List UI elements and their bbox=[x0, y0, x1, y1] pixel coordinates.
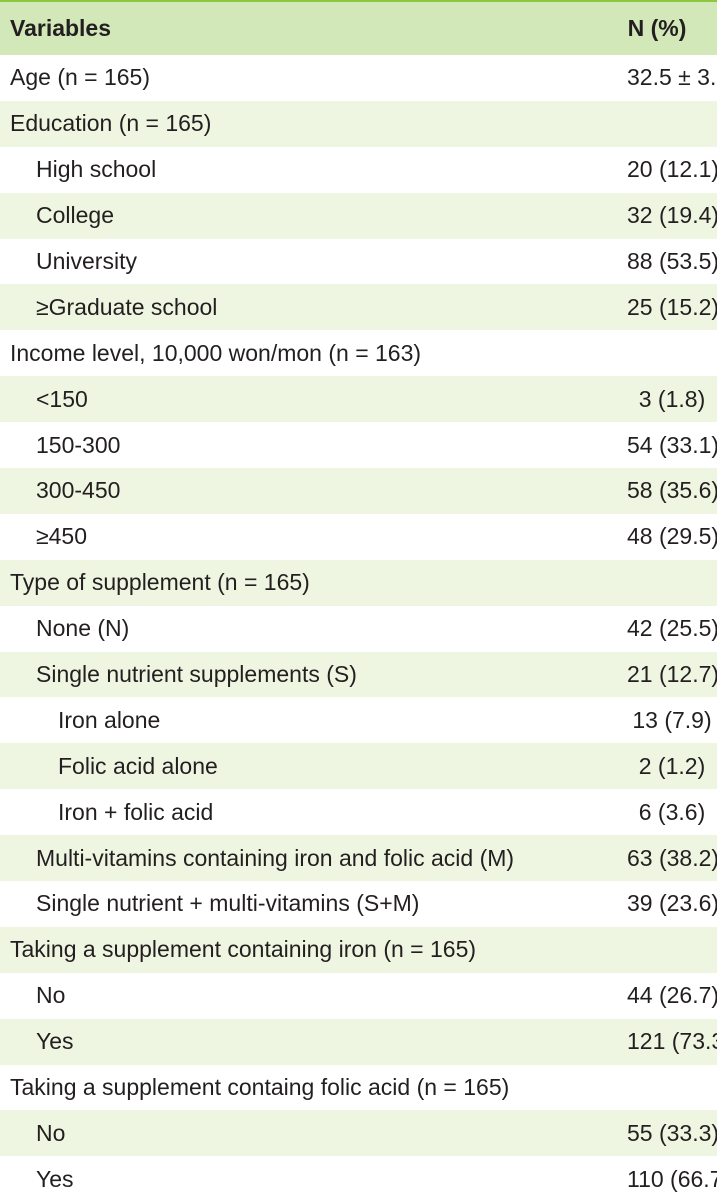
row-value: 3 (1.8) bbox=[638, 385, 706, 412]
table-row: Age (n = 165) 32.5 ± 3.7 bbox=[0, 55, 717, 101]
row-label: 300-450 bbox=[36, 477, 121, 504]
table-row: ≥450 48 (29.5) bbox=[0, 513, 717, 560]
row-value: 88 (53.5) bbox=[627, 248, 717, 274]
row-label: Taking a supplement containg folic acid … bbox=[10, 1074, 510, 1101]
table-row: No 55 (33.3) bbox=[0, 1110, 717, 1157]
table-row: ≥Graduate school 25 (15.2) bbox=[0, 284, 717, 331]
row-label: Iron + folic acid bbox=[58, 798, 214, 825]
table-body: Age (n = 165) 32.5 ± 3.7 Education (n = 16… bbox=[0, 55, 717, 1202]
row-value: 63 (38.2) bbox=[627, 844, 717, 871]
row-value: 39 (23.6) bbox=[627, 890, 717, 917]
row-label: University bbox=[36, 248, 137, 274]
row-value: 13 (7.9) bbox=[632, 706, 712, 733]
row-label: Income level, 10,000 won/mon (n = 163) bbox=[10, 339, 422, 366]
row-value: 58 (35.6) bbox=[627, 477, 717, 504]
row-label: Single nutrient supplements (S) bbox=[36, 661, 357, 688]
table-row: No 44 (26.7) bbox=[0, 972, 717, 1019]
row-value: 44 (26.7) bbox=[627, 982, 717, 1009]
table-row: 150-300 54 (33.1) bbox=[0, 422, 717, 469]
row-label: Folic acid alone bbox=[58, 752, 218, 779]
table-row: Iron + folic acid 6 (3.6) bbox=[0, 789, 717, 836]
table-row: 300-450 58 (35.6) bbox=[0, 468, 717, 514]
table-row: Folic acid alone 2 (1.2) bbox=[0, 743, 717, 790]
row-value: 32 (19.4) bbox=[627, 202, 717, 229]
row-value: 21 (12.7) bbox=[627, 661, 717, 688]
row-value: 121 (73.3) bbox=[627, 1028, 717, 1055]
row-value: 55 (33.3) bbox=[627, 1119, 717, 1146]
row-value: 2 (1.2) bbox=[638, 752, 706, 779]
row-label: Yes bbox=[36, 1165, 74, 1192]
table-row: Single nutrient + multi-vitamins (S+M) 39… bbox=[0, 881, 717, 927]
row-value: 48 (29.5) bbox=[627, 523, 717, 550]
row-label: <150 bbox=[36, 385, 88, 412]
row-label: 150-300 bbox=[36, 431, 121, 458]
row-label: College bbox=[36, 202, 114, 229]
row-label: Yes bbox=[36, 1028, 74, 1055]
table-row: Education (n = 165) bbox=[0, 100, 717, 147]
row-label: ≥Graduate school bbox=[36, 293, 218, 320]
header-variables: Variables bbox=[10, 15, 112, 41]
row-value: 54 (33.1) bbox=[627, 431, 717, 458]
row-label: ≥450 bbox=[36, 523, 87, 550]
table-row: University 88 (53.5) bbox=[0, 238, 717, 285]
table-row: Iron alone 13 (7.9) bbox=[0, 697, 717, 744]
row-value: 110 (66.7) bbox=[627, 1165, 717, 1192]
table-row: Single nutrient supplements (S) 21 (12.7) bbox=[0, 651, 717, 698]
table-row: High school 20 (12.1) bbox=[0, 146, 717, 193]
row-label: Taking a supplement containing iron (n =… bbox=[10, 936, 477, 963]
row-label: No bbox=[36, 982, 66, 1009]
header-n-percent: N (%) bbox=[627, 15, 687, 41]
row-label: Education (n = 165) bbox=[10, 110, 212, 137]
row-label: No bbox=[36, 1119, 66, 1146]
table-row: None (N) 42 (25.5) bbox=[0, 605, 717, 652]
table-row: <150 3 (1.8) bbox=[0, 376, 717, 423]
table-row: Type of supplement (n = 165) bbox=[0, 559, 717, 606]
table-row: Yes 121 (73.3) bbox=[0, 1018, 717, 1065]
table-row: College 32 (19.4) bbox=[0, 192, 717, 239]
row-value: 6 (3.6) bbox=[638, 798, 706, 825]
row-label: Multi-vitamins containing iron and folic… bbox=[36, 844, 515, 871]
table-row: Multi-vitamins containing iron and folic… bbox=[0, 835, 717, 882]
row-label: High school bbox=[36, 156, 157, 183]
table-row: Taking a supplement containing iron (n =… bbox=[0, 926, 717, 973]
table-row: Income level, 10,000 won/mon (n = 163) bbox=[0, 330, 717, 377]
row-label: Type of supplement (n = 165) bbox=[10, 569, 310, 596]
row-label: Single nutrient + multi-vitamins (S+M) bbox=[36, 890, 420, 917]
row-value: 32.5 ± 3.7 bbox=[627, 64, 717, 91]
row-label: None (N) bbox=[36, 615, 130, 642]
table-header-row: Variables N (%) bbox=[0, 2, 717, 55]
row-value: 20 (12.1) bbox=[627, 156, 717, 183]
row-label: Age (n = 165) bbox=[10, 64, 151, 91]
row-label: Iron alone bbox=[58, 706, 161, 733]
row-value: 42 (25.5) bbox=[627, 615, 717, 642]
table-row: Yes 110 (66.7) bbox=[0, 1156, 717, 1202]
table-row: Taking a supplement containg folic acid … bbox=[0, 1064, 717, 1111]
row-value: 25 (15.2) bbox=[627, 293, 717, 320]
